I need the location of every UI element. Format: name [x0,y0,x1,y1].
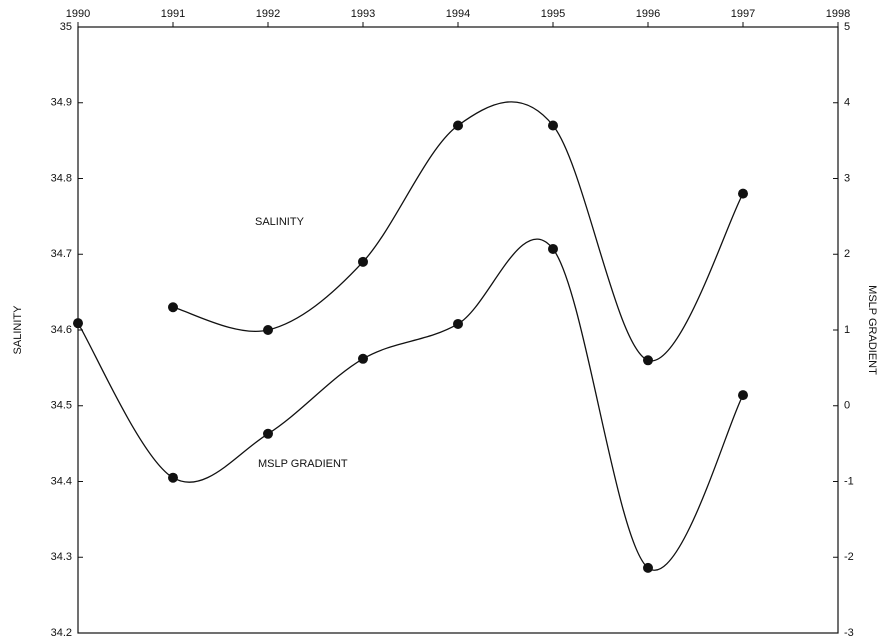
y-tick-label: 35 [60,21,72,33]
data-point [738,188,748,199]
y-axis-title: SALINITY [12,305,24,355]
y2-tick-label: 1 [844,324,850,336]
data-point [263,428,273,439]
x-tick-label: 1995 [541,8,565,20]
series-line [77,238,744,571]
y2-tick-label: 3 [844,172,850,184]
x-tick-label: 1994 [446,8,470,20]
data-point [643,355,653,366]
y-tick-label: 34.8 [51,172,72,184]
y2-tick-label: 4 [844,97,850,109]
plot-frame [77,26,839,634]
y-tick-label: 34.4 [51,475,72,487]
x-tick-label: 1991 [161,8,185,20]
x-tick-label: 1997 [731,8,755,20]
y-tick-label: 34.9 [51,97,72,109]
x-tick-label: 1993 [351,8,375,20]
y2-tick-label: 5 [844,21,850,33]
data-point [73,318,83,329]
data-point [453,318,463,329]
data-point [263,325,273,335]
data-point [738,390,748,401]
x-tick-label: 1998 [826,8,850,20]
y2-tick-label: -1 [844,475,854,487]
y2-axis-title: MSLP GRADIENT [866,285,878,375]
y2-tick-label: -3 [844,627,854,639]
y2-tick-label: 2 [844,248,850,260]
y-tick-label: 34.7 [51,248,72,260]
data-point [168,472,178,483]
data-point [548,120,558,131]
data-point [358,256,368,267]
data-point [643,562,653,573]
x-tick-label: 1996 [636,8,660,20]
y-tick-label: 34.6 [51,324,72,336]
y-tick-label: 34.5 [51,400,72,412]
data-point [168,302,178,313]
annotation: SALINITY [255,216,305,228]
y-tick-label: 34.2 [51,627,72,639]
data-point [548,243,558,254]
data-point [453,120,463,131]
y-tick-label: 34.3 [51,551,72,563]
x-tick-label: 1990 [66,8,90,20]
y2-tick-label: 0 [844,400,850,412]
annotation: MSLP GRADIENT [258,458,348,470]
data-point [358,353,368,364]
x-tick-label: 1992 [256,8,280,20]
y2-tick-label: -2 [844,551,854,563]
